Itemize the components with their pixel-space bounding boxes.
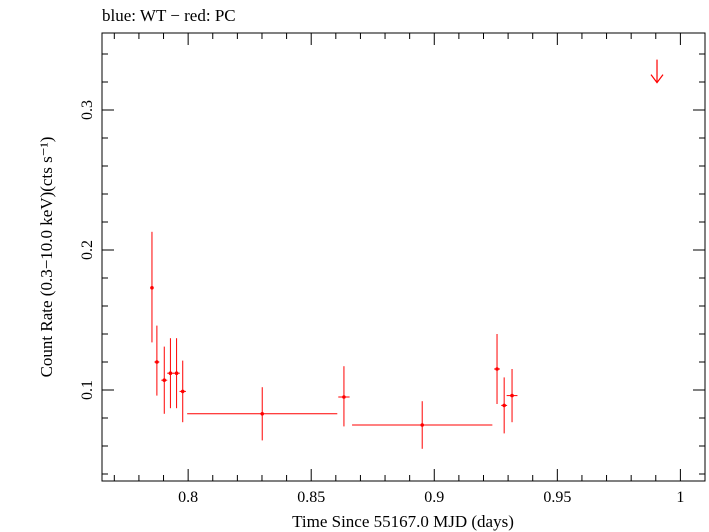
point-marker (155, 360, 159, 364)
y-axis-label: Count Rate (0.3−10.0 keV)(cts s⁻¹) (37, 137, 56, 378)
x-tick-label: 0.8 (178, 489, 198, 506)
point-marker (342, 395, 346, 399)
upper-limit-head (650, 74, 664, 84)
x-axis-ticks: 0.8 0.85 0.9 0.95 1 (113, 33, 706, 506)
data-point (338, 366, 350, 427)
point-marker (162, 378, 167, 383)
data-point (501, 377, 508, 434)
data-point (150, 231, 154, 343)
point-marker (180, 389, 185, 394)
data-point (352, 401, 493, 449)
data-point (494, 334, 500, 404)
point-marker (150, 286, 154, 290)
data-point (187, 387, 338, 441)
x-tick-label: 0.95 (543, 489, 571, 506)
y-axis-ticks: 0.1 0.2 0.3 (79, 53, 705, 475)
point-marker (420, 423, 425, 427)
point-marker (502, 403, 506, 408)
data-marks (150, 59, 664, 449)
x-tick-label: 0.85 (297, 489, 325, 506)
chart-title: blue: WT − red: PC (102, 6, 236, 25)
data-point (154, 325, 160, 396)
point-marker (495, 367, 499, 371)
data-point (506, 369, 518, 423)
data-point (161, 346, 168, 414)
plot-frame (101, 32, 706, 482)
point-marker (510, 393, 514, 398)
point-marker (168, 371, 173, 376)
point-marker (260, 412, 265, 416)
data-point (179, 360, 186, 423)
point-marker (174, 371, 179, 376)
x-tick-label: 0.9 (424, 489, 444, 506)
y-tick-label: 0.3 (79, 100, 96, 120)
data-point (173, 338, 180, 409)
y-tick-label: 0.1 (79, 380, 96, 400)
upper-limit-arrow (650, 59, 664, 84)
x-tick-label: 1 (676, 489, 684, 506)
data-point (167, 338, 174, 409)
y-tick-label: 0.2 (79, 240, 96, 260)
x-axis-label: Time Since 55167.0 MJD (days) (292, 512, 514, 531)
